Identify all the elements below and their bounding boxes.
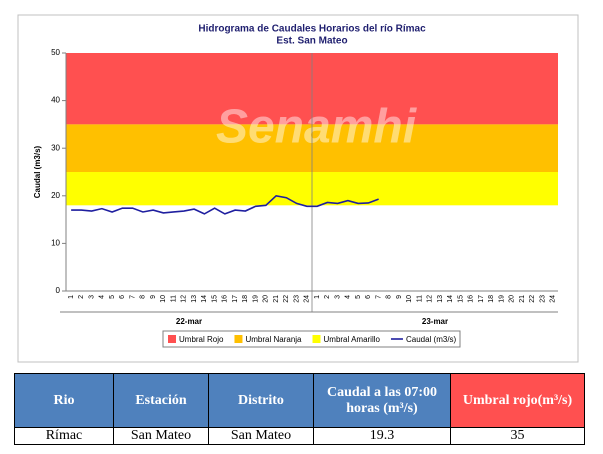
x-tick-label: 16 (222, 295, 229, 303)
x-tick-label: 10 (160, 295, 167, 303)
data-line (71, 194, 379, 215)
legend-swatch (312, 335, 321, 343)
x-tick-label: 18 (242, 295, 249, 303)
x-tick-label: 5 (355, 295, 362, 299)
y-tick-label: 20 (51, 191, 60, 200)
x-tick-label: 12 (181, 295, 188, 303)
x-tick-label: 1 (314, 295, 321, 299)
header-cell: Caudal a las 07:00 horas (m³/s) (313, 373, 451, 428)
x-tick-label: 9 (150, 295, 157, 299)
x-tick-label: 7 (375, 295, 382, 299)
x-tick-label: 6 (119, 295, 126, 299)
x-tick-label: 18 (488, 295, 495, 303)
x-tick-label: 13 (191, 295, 198, 303)
header-row: Rio Estación Distrito Caudal a las 07:00… (14, 373, 585, 428)
chart-title: Hidrograma de Caudales Horarios del río … (198, 24, 426, 35)
header-cell: Distrito (208, 373, 314, 428)
x-tick-label: 15 (211, 295, 218, 303)
cell: San Mateo (208, 427, 314, 445)
cell: 19.3 (313, 427, 451, 445)
cell: San Mateo (113, 427, 209, 445)
group-label: 23-mar (422, 317, 448, 326)
y-tick-label: 30 (51, 143, 60, 152)
x-tick-label: 17 (232, 295, 239, 303)
x-tick-label: 3 (334, 295, 341, 299)
y-tick-label: 40 (51, 96, 60, 105)
x-tick-label: 16 (468, 295, 475, 303)
x-tick-label: 20 (263, 295, 270, 303)
x-tick-label: 9 (396, 295, 403, 299)
x-tick-label: 10 (406, 295, 413, 303)
cell: 35 (450, 427, 585, 445)
legend-label: Umbral Naranja (245, 335, 302, 344)
header-cell: Umbral rojo(m³/s) (450, 373, 585, 428)
y-axis-label: Caudal (m3/s) (33, 145, 42, 198)
header-cell: Estación (113, 373, 209, 428)
x-tick-label: 14 (201, 295, 208, 303)
x-tick-label: 24 (304, 295, 311, 303)
x-tick-label: 11 (170, 295, 177, 302)
table: Rio Estación Distrito Caudal a las 07:00… (14, 373, 585, 445)
data-row: Rímac San Mateo San Mateo 19.3 35 (14, 427, 585, 445)
y-tick-label: 10 (51, 239, 60, 248)
x-tick-label: 6 (365, 295, 372, 299)
x-tick-label: 8 (386, 295, 393, 299)
x-tick-label: 23 (293, 295, 300, 303)
x-tick-label: 1 (68, 295, 75, 299)
chart-subtitle: Est. San Mateo (276, 36, 347, 47)
x-tick-label: 22 (283, 295, 290, 303)
x-tick-label: 7 (129, 295, 136, 299)
legend-label: Umbral Rojo (179, 335, 224, 344)
x-tick-label: 24 (550, 295, 557, 303)
x-tick-label: 8 (140, 295, 147, 299)
legend-swatch (234, 335, 243, 343)
cell: Rímac (14, 427, 114, 445)
x-tick-label: 13 (437, 295, 444, 303)
x-tick-label: 2 (78, 295, 85, 299)
x-tick-label: 14 (447, 295, 454, 303)
x-tick-label: 15 (457, 295, 464, 303)
x-tick-label: 23 (539, 295, 546, 303)
x-tick-label: 19 (252, 295, 259, 303)
legend-label: Caudal (m3/s) (406, 335, 457, 344)
watermark: Senamhi (216, 101, 418, 154)
group-label: 22-mar (176, 317, 202, 326)
x-tick-label: 19 (498, 295, 505, 303)
x-tick-label: 21 (519, 295, 526, 303)
x-tick-label: 2 (324, 295, 331, 299)
x-tick-label: 11 (416, 295, 423, 302)
legend: Umbral Rojo Umbral Naranja Umbral Amarillo… (162, 330, 461, 348)
chart: Hidrograma de Caudales Horarios del río … (17, 14, 579, 363)
x-tick-label: 3 (88, 295, 95, 299)
legend-swatch (168, 335, 176, 343)
x-tick-label: 4 (345, 295, 352, 299)
header-cell: Rio (14, 373, 114, 428)
x-tick-label: 22 (529, 295, 536, 303)
x-tick-label: 17 (478, 295, 485, 303)
legend-label: Umbral Amarillo (324, 335, 381, 344)
x-tick-label: 20 (509, 295, 516, 303)
x-tick-label: 4 (99, 295, 106, 299)
x-tick-label: 12 (427, 295, 434, 303)
y-tick-label: 0 (56, 286, 61, 295)
x-tick-label: 5 (109, 295, 116, 299)
x-tick-label: 21 (273, 295, 280, 303)
y-tick-label: 50 (51, 48, 60, 57)
